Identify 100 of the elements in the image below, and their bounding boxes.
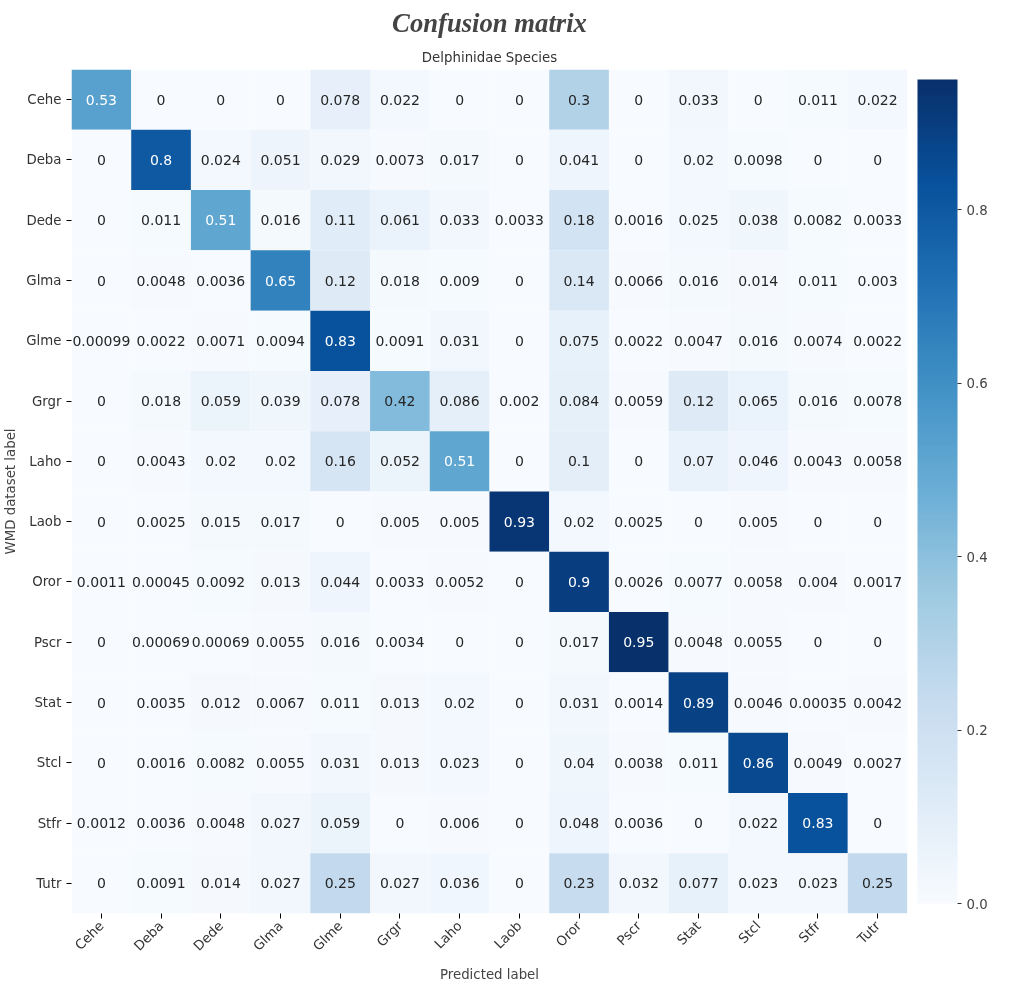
y-tick-label: Grgr: [31, 393, 63, 409]
data-label: 0: [514, 151, 524, 168]
data-label: 0.89: [682, 694, 715, 711]
data-label: 0.031: [559, 694, 600, 711]
data-label: 0: [96, 151, 106, 168]
data-label: 0: [395, 815, 405, 832]
data-label: 0.0036: [614, 815, 664, 832]
data-label: 0.0025: [136, 513, 186, 530]
data-label: 0.024: [200, 151, 241, 168]
data-label: 0.00069: [191, 634, 250, 651]
data-label: 0.041: [559, 151, 600, 168]
data-label: 0: [514, 634, 524, 651]
data-label: 0.004: [797, 573, 839, 590]
y-tick-label: Stfr: [37, 815, 63, 831]
x-tick-label: Tutr: [853, 917, 884, 948]
data-label: 0.0036: [196, 272, 246, 289]
data-label: 0: [634, 91, 644, 108]
data-label: 0.002: [499, 393, 540, 410]
data-label: 0.02: [563, 513, 595, 530]
data-label: 0.0058: [853, 453, 903, 470]
chart-title: Confusion matrix: [392, 7, 587, 38]
data-label: 0.00045: [132, 573, 191, 590]
data-label: 0.65: [264, 272, 297, 289]
data-label: 0.017: [439, 151, 480, 168]
y-tick-label: Stcl: [36, 755, 62, 771]
data-label: 0.013: [379, 754, 420, 771]
data-label: 0.0017: [853, 573, 903, 590]
x-tick-label: Stfr: [795, 917, 824, 946]
data-label: 0: [96, 694, 106, 711]
data-label: 0.0014: [614, 694, 664, 711]
data-label: 0.0043: [136, 453, 186, 470]
data-label: 0: [634, 453, 644, 470]
color-bar-label: 0.0: [966, 896, 988, 912]
data-label: 0.11: [324, 212, 356, 229]
data-label: 0.027: [379, 875, 420, 892]
data-label: 0.014: [738, 272, 779, 289]
data-label: 0.0036: [136, 815, 186, 832]
data-label: 0.0016: [614, 212, 664, 229]
chart-subtitle: Delphinidae Species: [421, 49, 558, 65]
data-label: 0.016: [260, 212, 301, 229]
data-label: 0.036: [439, 875, 480, 892]
data-label: 0: [813, 151, 823, 168]
data-label: 0: [873, 815, 883, 832]
data-label: 0.078: [320, 91, 361, 108]
y-axis-title: WMD dataset label: [3, 428, 19, 555]
y-tick-label: Cehe: [27, 92, 62, 108]
data-label: 0: [634, 151, 644, 168]
data-label: 0.3: [567, 91, 591, 108]
data-label: 0.0048: [136, 272, 186, 289]
data-label: 0.0098: [733, 151, 783, 168]
data-label: 0.00099: [72, 332, 131, 349]
data-label: 0.0033: [375, 573, 425, 590]
data-label: 0.077: [678, 875, 719, 892]
data-label: 0: [156, 91, 166, 108]
data-label: 0: [96, 634, 106, 651]
data-label: 0.0043: [793, 453, 843, 470]
data-label: 0.0034: [375, 634, 425, 651]
data-label: 0.046: [738, 453, 779, 470]
data-label: 0: [335, 513, 345, 530]
data-label: 0.059: [320, 815, 361, 832]
data-label: 0.051: [260, 151, 301, 168]
data-label: 0.0011: [76, 573, 126, 590]
y-tick-label: Pscr: [33, 634, 63, 650]
data-label: 0.07: [682, 453, 715, 470]
data-label: 0: [753, 91, 763, 108]
data-label: 0.016: [738, 332, 779, 349]
data-label: 0.42: [384, 393, 416, 410]
data-label: 0.0046: [733, 694, 783, 711]
data-label: 0: [813, 634, 823, 651]
color-bar-label: 0.6: [966, 376, 988, 392]
data-label: 0: [873, 634, 883, 651]
data-label: 0.017: [260, 513, 301, 530]
data-label: 0.0059: [614, 393, 664, 410]
data-label: 0.005: [439, 513, 480, 530]
data-label: 0.0033: [494, 212, 544, 229]
data-label: 0.011: [678, 754, 719, 771]
data-label: 0.014: [200, 875, 241, 892]
y-tick-label: Tutr: [35, 875, 63, 891]
data-label: 0.011: [141, 212, 182, 229]
data-label: 0.0012: [76, 815, 126, 832]
data-label: 0.027: [260, 875, 301, 892]
y-tick-label: Deba: [26, 152, 62, 168]
data-label: 0.83: [802, 815, 834, 832]
data-label: 0.0038: [614, 754, 664, 771]
data-label: 0.023: [738, 875, 779, 892]
data-label: 0.18: [563, 212, 595, 229]
data-label: 0.0022: [853, 332, 903, 349]
data-label: 0.031: [320, 754, 361, 771]
data-label: 0.0073: [375, 151, 425, 168]
data-label: 0.0055: [256, 754, 306, 771]
data-label: 0.93: [503, 513, 535, 530]
data-label: 0.005: [738, 513, 779, 530]
color-bar-label: 0.2: [966, 723, 988, 739]
data-label: 0.51: [205, 212, 237, 229]
data-label: 0.0022: [136, 332, 186, 349]
data-label: 0.017: [559, 634, 600, 651]
data-label: 0: [694, 815, 703, 832]
data-label: 0.009: [439, 272, 480, 289]
data-label: 0.065: [738, 393, 779, 410]
data-label: 0.0033: [853, 212, 903, 229]
